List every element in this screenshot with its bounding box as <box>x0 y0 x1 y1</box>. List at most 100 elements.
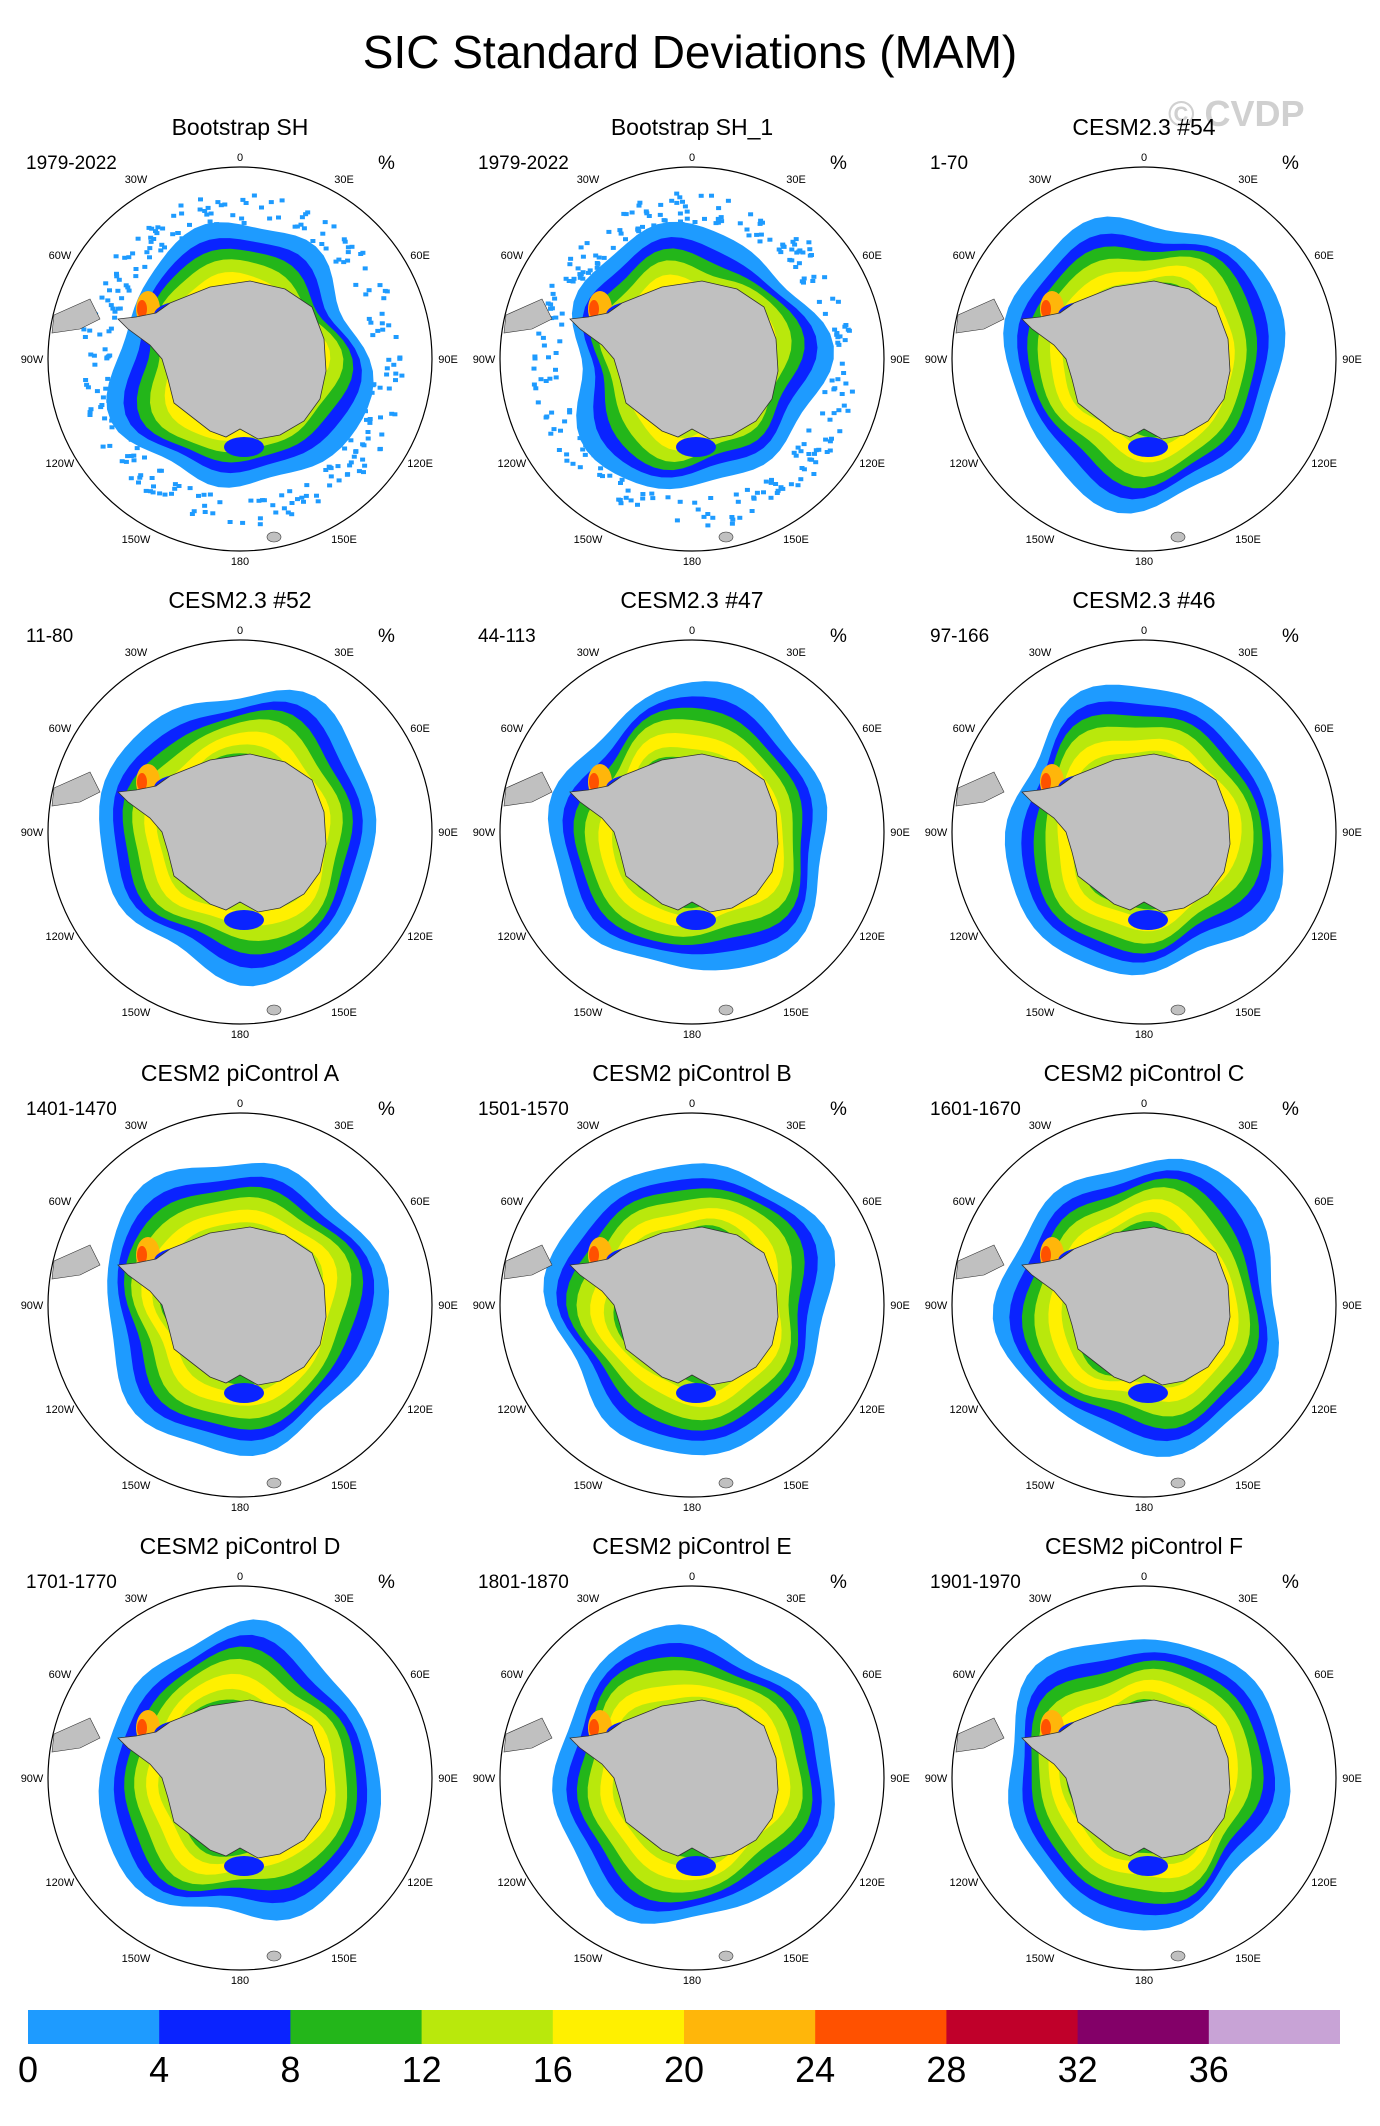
colorbar-swatch <box>946 2010 1078 2044</box>
sic-speckle <box>175 231 180 235</box>
longitude-label: 60E <box>1314 1669 1334 1681</box>
sic-speckle <box>378 415 383 419</box>
sic-speckle <box>782 245 787 249</box>
longitude-label: 30W <box>125 174 148 186</box>
sic-speckle <box>131 454 136 458</box>
map-panel: 0 30E 60E 90E 120E 150E 180 150W 120W 90W 60W 30W CE… <box>918 112 1370 577</box>
polar-map: 0 30E 60E 90E 120E 150E 180 150W 120W 90W 60W 30W <box>14 1531 466 1996</box>
sic-speckle <box>813 460 818 464</box>
sic-speckle <box>796 483 801 487</box>
sic-speckle <box>745 488 750 492</box>
new-zealand-landmass <box>267 1478 281 1488</box>
colorbar-tick-label: 20 <box>664 2048 704 2092</box>
panel-units: % <box>1282 1098 1299 1122</box>
sic-speckle <box>87 329 92 333</box>
sic-speckle <box>217 500 222 504</box>
map-panel: 0 30E 60E 90E 120E 150E 180 150W 120W 90W 60W 30W CE… <box>918 585 1370 1050</box>
longitude-label: 120E <box>859 931 885 943</box>
longitude-label: 30E <box>1238 647 1258 659</box>
sic-speckle <box>290 501 295 505</box>
sic-speckle <box>607 474 612 478</box>
longitude-label: 30E <box>334 1593 354 1605</box>
sic-speckle <box>808 254 813 258</box>
panel-units: % <box>830 625 847 649</box>
longitude-label: 120E <box>1311 458 1337 470</box>
sic-speckle <box>629 498 634 502</box>
sic-speckle <box>119 296 124 300</box>
ross-patch <box>224 1383 264 1403</box>
sic-speckle <box>83 378 88 382</box>
longitude-label: 150E <box>783 1953 809 1965</box>
longitude-label: 120E <box>1311 931 1337 943</box>
panel-title: CESM2 piControl E <box>466 1531 918 1561</box>
new-zealand-landmass <box>267 1005 281 1015</box>
longitude-label: 120W <box>46 1877 75 1889</box>
colorbar-swatch <box>684 2010 816 2044</box>
sic-speckle <box>842 325 847 329</box>
sic-speckle <box>342 447 347 451</box>
longitude-label: 0 <box>1141 152 1147 164</box>
sic-speckle <box>586 271 591 275</box>
sic-speckle <box>835 377 840 381</box>
longitude-label: 90E <box>890 1300 910 1312</box>
sic-speckle <box>567 279 572 283</box>
sic-speckle <box>115 289 120 293</box>
sic-speckle <box>352 455 357 459</box>
sic-speckle <box>769 496 774 500</box>
sic-speckle <box>303 212 308 216</box>
longitude-label: 30E <box>334 647 354 659</box>
longitude-label: 30W <box>577 647 600 659</box>
sic-speckle <box>380 328 385 332</box>
sic-speckle <box>624 496 629 500</box>
sic-speckle <box>751 496 756 500</box>
panel-units: % <box>1282 1571 1299 1595</box>
sic-speckle <box>822 390 827 394</box>
sic-speckle <box>755 491 760 495</box>
panel-title: CESM2 piControl C <box>918 1058 1370 1088</box>
ross-patch <box>1128 1383 1168 1403</box>
sic-speckle <box>230 213 235 217</box>
ross-patch <box>1128 1856 1168 1876</box>
sic-speckle <box>222 203 227 207</box>
colorbar-swatch <box>1078 2010 1210 2044</box>
longitude-label: 30E <box>786 1120 806 1132</box>
sic-speckle <box>699 194 704 198</box>
polar-map: 0 30E 60E 90E 120E 150E 180 150W 120W 90W 60W 30W <box>14 1058 466 1523</box>
sic-speckle <box>567 262 572 266</box>
sic-speckle <box>611 246 616 250</box>
sic-speckle <box>106 354 111 358</box>
longitude-label: 60W <box>953 1196 976 1208</box>
longitude-label: 60W <box>501 1196 524 1208</box>
sic-speckle <box>550 306 555 310</box>
longitude-label: 90W <box>21 1300 44 1312</box>
longitude-label: 90W <box>473 1773 496 1785</box>
sic-speckle <box>533 357 538 361</box>
sic-speckle <box>202 209 207 213</box>
sic-speckle <box>637 201 642 205</box>
sic-speckle <box>393 372 398 376</box>
sic-speckle <box>399 374 404 378</box>
sic-speckle <box>678 500 683 504</box>
longitude-label: 180 <box>1135 1502 1153 1514</box>
sic-speckle <box>807 457 812 461</box>
sic-speckle <box>148 489 153 493</box>
longitude-label: 90E <box>438 1300 458 1312</box>
sic-speckle <box>828 418 833 422</box>
panel-title: CESM2 piControl F <box>918 1531 1370 1561</box>
polar-map: 0 30E 60E 90E 120E 150E 180 150W 120W 90W 60W 30W <box>466 1058 918 1523</box>
sic-speckle <box>536 332 541 336</box>
sic-speckle <box>737 516 742 520</box>
sic-speckle <box>384 373 389 377</box>
sic-speckle <box>823 312 828 316</box>
longitude-label: 30E <box>1238 174 1258 186</box>
longitude-label: 60W <box>49 1196 72 1208</box>
sic-speckle <box>812 452 817 456</box>
sic-speckle <box>84 383 89 387</box>
new-zealand-landmass <box>267 532 281 542</box>
sic-speckle <box>623 237 628 241</box>
sic-speckle <box>598 466 603 470</box>
longitude-label: 120E <box>407 1877 433 1889</box>
sic-speckle <box>836 300 841 304</box>
sic-speckle <box>840 392 845 396</box>
sic-speckle <box>542 344 547 348</box>
